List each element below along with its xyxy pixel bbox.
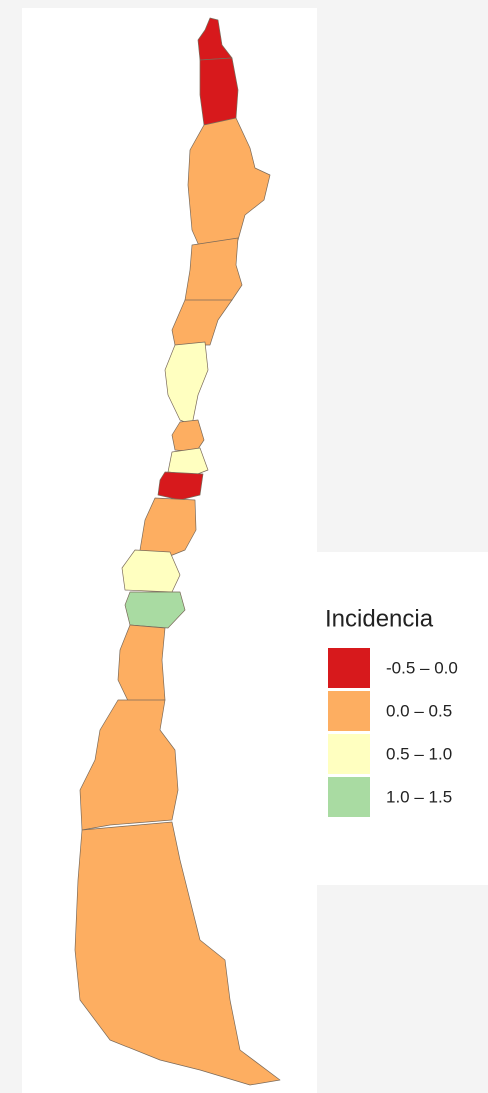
region: [171, 299, 233, 346]
region: [167, 447, 209, 476]
legend: -0.5 – 0.0 0.0 – 0.5 0.5 – 1.0 1.0 – 1.5: [328, 648, 458, 817]
region: [79, 699, 179, 831]
legend-label: 0.5 – 1.0: [386, 744, 452, 763]
region: [157, 471, 204, 501]
legend-label: 0.0 – 0.5: [386, 701, 452, 720]
regions: [74, 17, 281, 1086]
legend-label: 1.0 – 1.5: [386, 787, 452, 806]
region: [187, 117, 271, 249]
region: [184, 237, 243, 306]
legend-swatch: [328, 734, 370, 774]
region: [199, 57, 239, 129]
legend-swatch: [328, 648, 370, 688]
legend-swatch: [328, 691, 370, 731]
region: [139, 497, 197, 561]
region: [117, 624, 166, 706]
legend-label: -0.5 – 0.0: [386, 658, 458, 677]
legend-title: Incidencia: [325, 605, 434, 632]
legend-swatch: [328, 777, 370, 817]
region: [124, 591, 186, 629]
region: [74, 821, 281, 1086]
region: [121, 549, 181, 593]
